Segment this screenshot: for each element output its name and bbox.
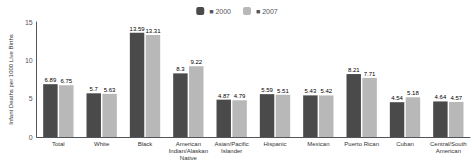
svg-text:15: 15 xyxy=(25,19,33,26)
svg-text:Mexican: Mexican xyxy=(307,141,329,147)
svg-text:Cuban: Cuban xyxy=(396,141,414,147)
svg-text:5.18: 5.18 xyxy=(407,90,419,96)
svg-text:Native: Native xyxy=(180,155,198,161)
svg-text:5: 5 xyxy=(29,95,33,102)
svg-text:■ 2007: ■ 2007 xyxy=(256,8,278,15)
svg-text:6.89: 6.89 xyxy=(45,77,57,83)
svg-text:Black: Black xyxy=(138,141,154,147)
svg-text:5.43: 5.43 xyxy=(305,88,317,94)
svg-text:Indian/Alaskan: Indian/Alaskan xyxy=(169,148,208,154)
svg-text:White: White xyxy=(94,141,110,147)
svg-text:5.7: 5.7 xyxy=(90,86,99,92)
svg-text:■ 2000: ■ 2000 xyxy=(209,8,231,15)
svg-text:4.64: 4.64 xyxy=(435,94,447,100)
svg-text:4.57: 4.57 xyxy=(450,95,462,101)
svg-text:7.71: 7.71 xyxy=(364,71,376,77)
svg-text:Hispanic: Hispanic xyxy=(264,141,287,147)
svg-text:Central/South: Central/South xyxy=(430,141,467,147)
svg-text:Puerto Rican: Puerto Rican xyxy=(344,141,379,147)
svg-text:American: American xyxy=(436,148,461,154)
svg-text:Total: Total xyxy=(52,141,65,147)
svg-text:Islander: Islander xyxy=(221,148,242,154)
svg-text:8.21: 8.21 xyxy=(348,67,360,73)
svg-text:5.59: 5.59 xyxy=(261,87,273,93)
svg-text:American: American xyxy=(176,141,201,147)
svg-text:Asian/Pacific: Asian/Pacific xyxy=(214,141,248,147)
svg-text:9.22: 9.22 xyxy=(190,59,202,65)
svg-text:10: 10 xyxy=(25,57,33,64)
svg-text:5.42: 5.42 xyxy=(320,88,332,94)
svg-text:5.51: 5.51 xyxy=(277,88,289,94)
svg-text:0: 0 xyxy=(29,134,33,141)
svg-text:13.31: 13.31 xyxy=(145,28,161,34)
svg-text:13.59: 13.59 xyxy=(130,26,146,32)
svg-text:Infant Deaths per 1000 Live Bi: Infant Deaths per 1000 Live Births xyxy=(8,34,14,125)
svg-text:4.54: 4.54 xyxy=(391,95,403,101)
svg-text:4.87: 4.87 xyxy=(218,93,230,99)
svg-text:6.75: 6.75 xyxy=(60,78,72,84)
svg-text:5.63: 5.63 xyxy=(104,87,116,93)
svg-text:4.79: 4.79 xyxy=(234,93,246,99)
svg-text:8.3: 8.3 xyxy=(176,66,185,72)
